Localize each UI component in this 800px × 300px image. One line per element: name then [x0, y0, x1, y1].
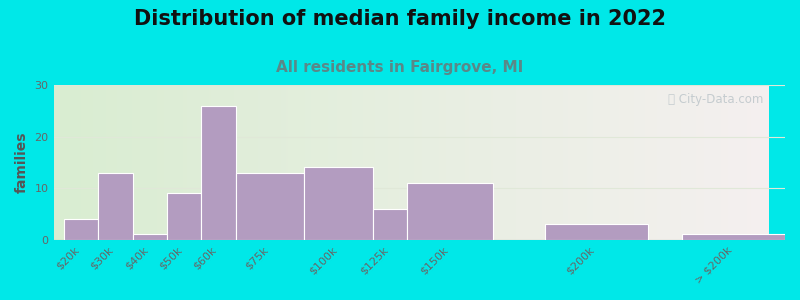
Text: Distribution of median family income in 2022: Distribution of median family income in …: [134, 9, 666, 29]
Bar: [373, 209, 407, 240]
Bar: [98, 172, 133, 240]
Text: ⓘ City-Data.com: ⓘ City-Data.com: [668, 93, 763, 106]
Bar: [64, 219, 98, 240]
Bar: [304, 167, 373, 240]
Bar: [133, 234, 167, 240]
Bar: [545, 224, 648, 240]
Bar: [682, 234, 785, 240]
Text: All residents in Fairgrove, MI: All residents in Fairgrove, MI: [276, 60, 524, 75]
Bar: [235, 172, 304, 240]
Bar: [202, 106, 235, 240]
Bar: [407, 183, 493, 240]
Y-axis label: families: families: [15, 131, 29, 193]
Bar: [167, 193, 202, 240]
